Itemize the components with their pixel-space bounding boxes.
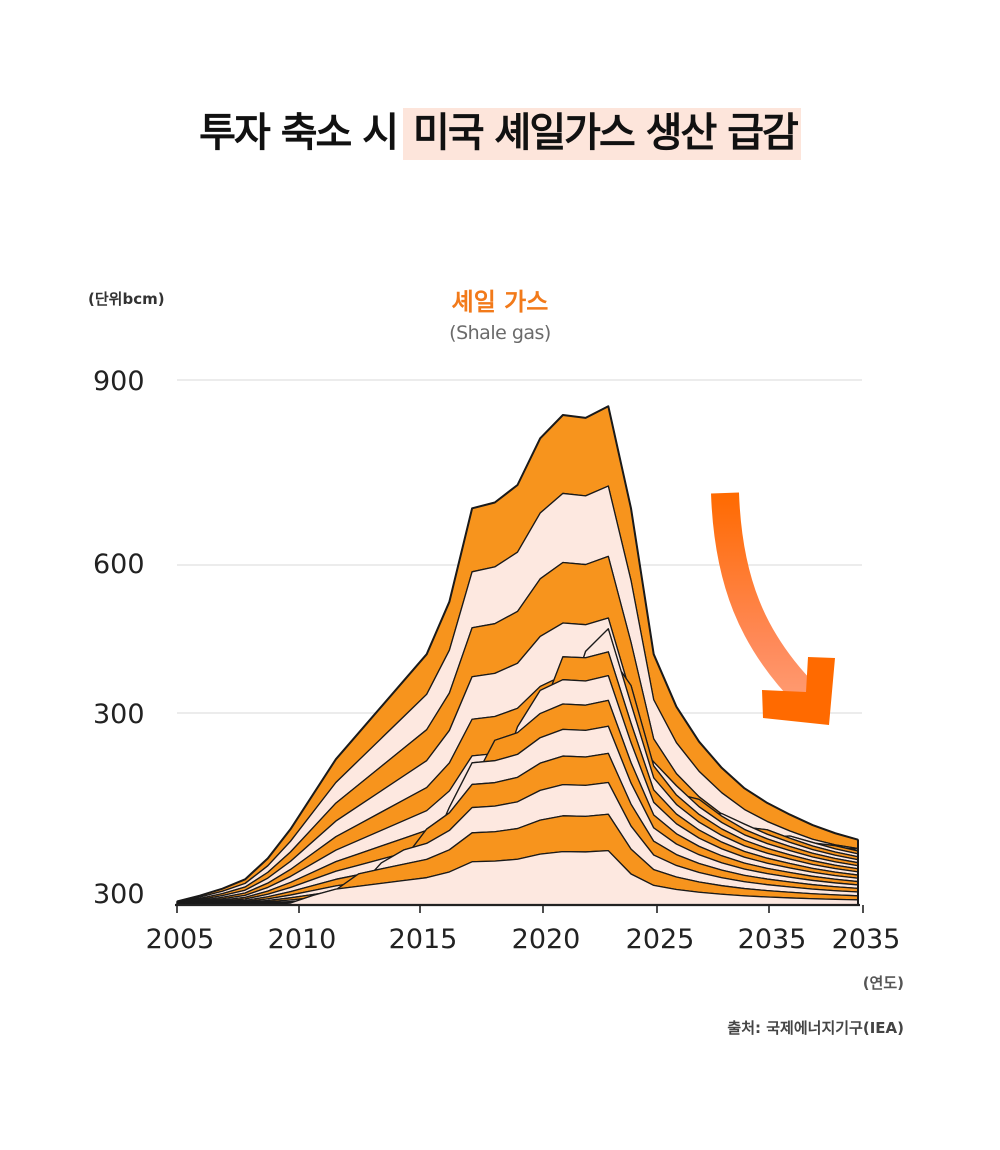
chart-title: 셰일 가스 (451, 288, 549, 316)
y-tick-label: 600 (93, 549, 145, 580)
x-tick-label: 2035 (832, 924, 901, 955)
total-outline (176, 405, 859, 903)
title-prefix: 투자 축소 시 (199, 110, 399, 156)
x-tick-label: 2020 (512, 924, 581, 955)
x-tick-label: 2005 (146, 924, 215, 955)
x-tick-label: 2025 (626, 924, 695, 955)
y-tick-label: 900 (93, 366, 145, 397)
source-note: 출처: 국제에너지기구(IEA) (727, 1019, 904, 1037)
chart-subtitle: (Shale gas) (449, 322, 551, 344)
x-tick-label: 2035 (738, 924, 807, 955)
y-tick-label: 300 (93, 699, 145, 730)
y-axis-unit: (단위bcm) (88, 290, 165, 308)
y-tick-label: 300 (93, 879, 145, 910)
x-tick-label: 2015 (389, 924, 458, 955)
title-highlight: 미국 셰일가스 생산 급감 (403, 108, 801, 160)
title-wrap: 투자 축소 시 미국 셰일가스 생산 급감 (0, 100, 1000, 160)
decline-arrow-icon (711, 492, 835, 725)
x-axis-unit: (연도) (862, 974, 904, 992)
page-title: 투자 축소 시 미국 셰일가스 생산 급감 (199, 100, 801, 160)
x-tick-label: 2010 (268, 924, 337, 955)
